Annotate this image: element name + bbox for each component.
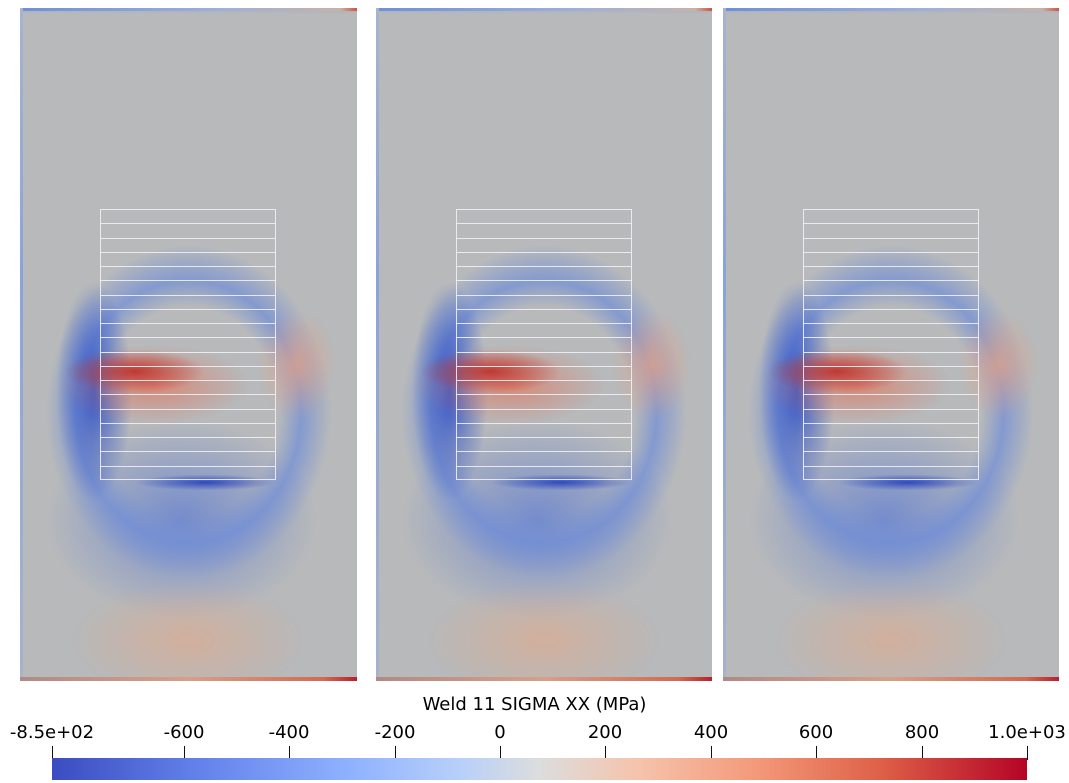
bottom-edge: [723, 677, 1059, 681]
mesh-layer-line: [803, 437, 979, 439]
mesh-layer-line: [456, 422, 632, 424]
mesh-layer-line: [100, 308, 276, 310]
mesh-layer-line: [100, 365, 276, 367]
colorbar-tick: [1027, 746, 1028, 760]
mesh-layer-line: [803, 365, 979, 367]
mesh-layer-line: [456, 237, 632, 239]
mesh-layer-line: [100, 280, 276, 282]
bottom-edge: [376, 677, 712, 681]
colorbar-tick-label: -600: [163, 722, 205, 743]
top-edge: [376, 8, 712, 11]
render-viewport-right[interactable]: [723, 8, 1059, 681]
mesh-layer-line: [456, 408, 632, 410]
mesh-layer-line: [803, 308, 979, 310]
colorbar-tick: [52, 746, 53, 760]
render-viewport-center[interactable]: [376, 8, 712, 681]
mesh-layer-line: [803, 323, 979, 325]
weld-layer-mesh: [803, 209, 979, 480]
colorbar-tick: [711, 746, 712, 760]
colorbar-tick-label: 800: [904, 722, 940, 743]
mesh-layer-line: [456, 337, 632, 339]
colorbar: [52, 758, 1027, 780]
colorbar-tick-label: 600: [798, 722, 834, 743]
colorbar-tick: [922, 746, 923, 760]
top-edge: [723, 8, 1059, 11]
mesh-layer-line: [456, 465, 632, 467]
mesh-layer-line: [100, 394, 276, 396]
mesh-layer-line: [100, 422, 276, 424]
mesh-layer-line: [456, 251, 632, 253]
mesh-layer-line: [456, 380, 632, 382]
mesh-layer-line: [803, 451, 979, 453]
colorbar-tick: [500, 746, 501, 760]
colorbar-tick-label: 200: [587, 722, 623, 743]
mesh-layer-line: [803, 337, 979, 339]
left-edge: [20, 8, 23, 681]
colorbar-tick-label: 1.0e+03: [988, 722, 1066, 743]
mesh-layer-line: [803, 422, 979, 424]
mesh-layer-line: [100, 408, 276, 410]
mesh-layer-line: [803, 280, 979, 282]
stress-field: [723, 8, 1059, 681]
mesh-layer-line: [803, 465, 979, 467]
colorbar-tick-label: -8.5e+02: [9, 722, 95, 743]
colorbar-tick: [816, 746, 817, 760]
mesh-layer-line: [456, 451, 632, 453]
weld-layer-mesh: [456, 209, 632, 480]
weld-layer-mesh: [100, 209, 276, 480]
mesh-layer-line: [100, 451, 276, 453]
colorbar-tick: [184, 746, 185, 760]
mesh-layer-line: [100, 380, 276, 382]
left-edge: [723, 8, 726, 681]
mesh-layer-line: [456, 394, 632, 396]
colorbar-tick: [289, 746, 290, 760]
colorbar-tick-label: 400: [693, 722, 729, 743]
colorbar-tick: [395, 746, 396, 760]
render-viewport-left[interactable]: [20, 8, 357, 681]
mesh-layer-line: [100, 237, 276, 239]
mesh-layer-line: [100, 294, 276, 296]
mesh-layer-line: [803, 251, 979, 253]
mesh-layer-line: [100, 251, 276, 253]
mesh-layer-line: [100, 465, 276, 467]
mesh-layer-line: [100, 323, 276, 325]
mesh-layer-line: [803, 394, 979, 396]
mesh-layer-line: [100, 266, 276, 268]
mesh-layer-line: [456, 323, 632, 325]
mesh-layer-line: [456, 294, 632, 296]
stress-field: [20, 8, 357, 681]
mesh-layer-line: [803, 294, 979, 296]
mesh-layer-line: [456, 266, 632, 268]
mesh-layer-line: [803, 380, 979, 382]
colorbar-tick: [605, 746, 606, 760]
mesh-layer-line: [803, 408, 979, 410]
mesh-layer-line: [803, 266, 979, 268]
mesh-layer-line: [100, 351, 276, 353]
mesh-layer-line: [456, 280, 632, 282]
mesh-layer-line: [803, 237, 979, 239]
mesh-layer-line: [100, 437, 276, 439]
mesh-layer-line: [803, 351, 979, 353]
mesh-layer-line: [456, 223, 632, 225]
mesh-layer-line: [456, 351, 632, 353]
mesh-layer-line: [456, 365, 632, 367]
colorbar-title: Weld 11 SIGMA XX (MPa): [422, 694, 647, 715]
mesh-layer-line: [100, 223, 276, 225]
mesh-layer-line: [100, 337, 276, 339]
colorbar-tick-label: -400: [268, 722, 310, 743]
colorbar-tick-label: -200: [374, 722, 416, 743]
mesh-layer-line: [803, 223, 979, 225]
stress-field: [376, 8, 712, 681]
mesh-layer-line: [456, 437, 632, 439]
left-edge: [376, 8, 379, 681]
mesh-layer-line: [456, 308, 632, 310]
top-edge: [20, 8, 357, 11]
colorbar-tick-label: 0: [494, 722, 506, 743]
bottom-edge: [20, 677, 357, 681]
